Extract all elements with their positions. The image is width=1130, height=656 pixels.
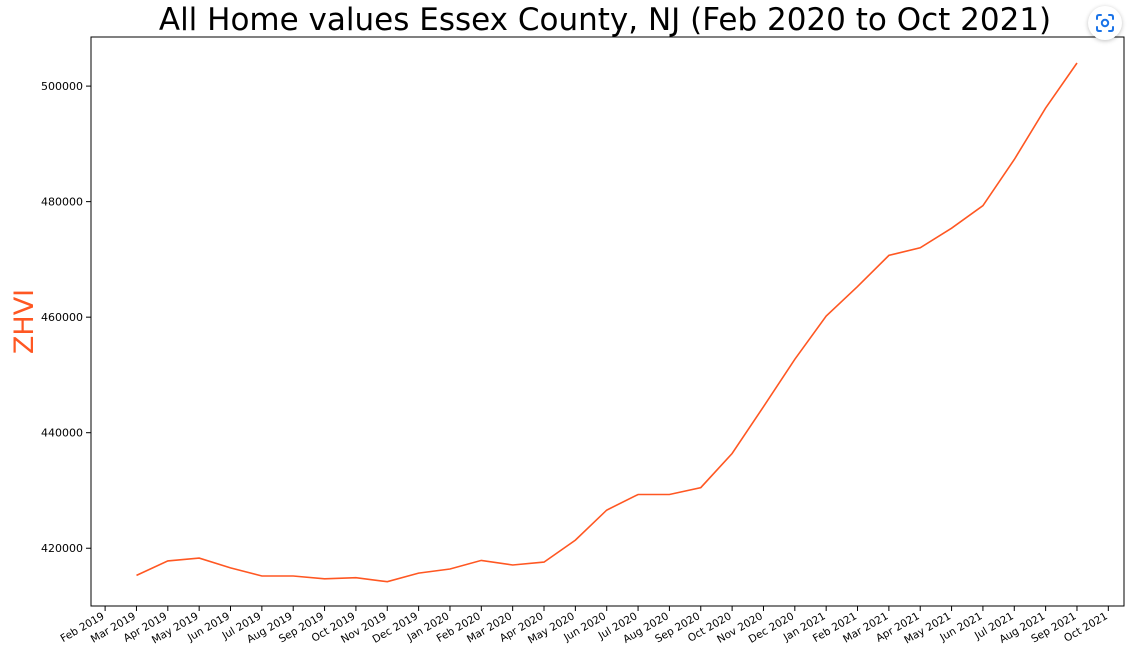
google-lens-icon (1096, 14, 1114, 32)
y-tick-label: 500000 (41, 80, 83, 93)
y-axis: 420000 440000 460000 480000 500000 (41, 80, 91, 555)
y-tick-label: 480000 (41, 196, 83, 209)
series-line-zhvi (136, 62, 1078, 583)
y-tick-label: 440000 (41, 427, 83, 440)
plot-frame (90, 36, 1125, 607)
y-tick-label: 420000 (41, 542, 83, 555)
y-axis-label: ZHVI (9, 289, 40, 354)
y-tick-label: 460000 (41, 311, 83, 324)
chart-title: All Home values Essex County, NJ (Feb 20… (159, 2, 1051, 38)
lens-search-button[interactable] (1088, 6, 1122, 40)
